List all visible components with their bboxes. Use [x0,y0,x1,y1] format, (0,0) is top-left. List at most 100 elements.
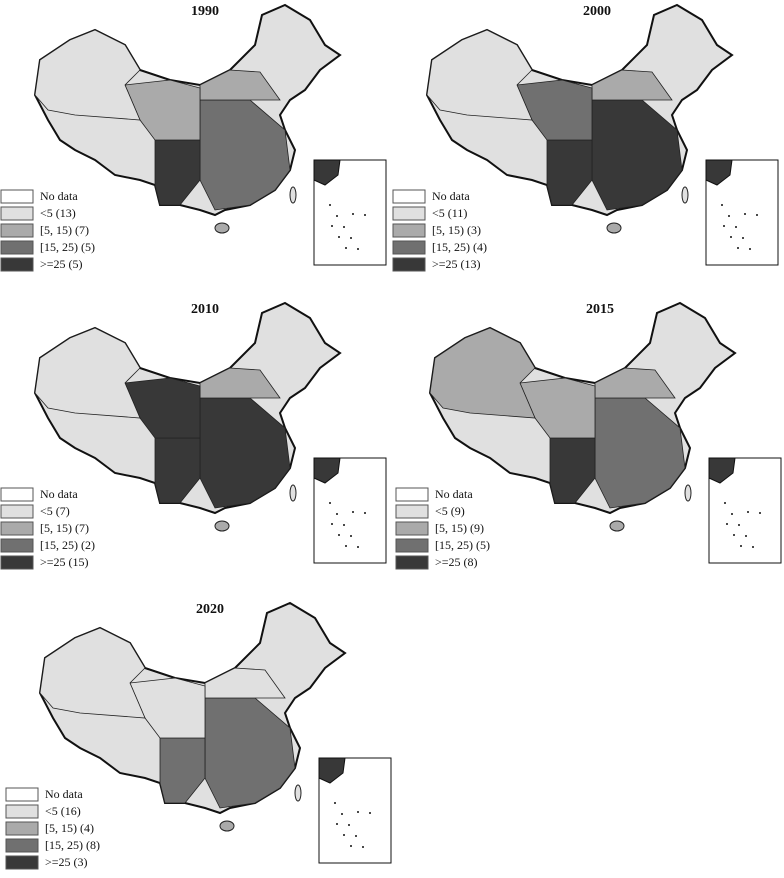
inset-coast [313,457,341,484]
island-dot [329,502,331,504]
legend-label: No data [435,487,473,501]
taiwan [289,186,297,204]
island-dot [730,236,732,238]
hainan [219,820,235,832]
province-group [591,99,683,211]
island-dot [738,524,740,526]
panel-title: 2010 [191,302,219,317]
legend-swatch [392,206,426,221]
hainan [214,222,230,234]
legend-label: >=25 (13) [432,257,481,271]
island-dot [749,248,751,250]
island-dot [338,236,340,238]
panel-title: 1990 [191,4,219,19]
panel-title: 2000 [583,4,611,19]
legend-swatch [0,521,34,536]
island-dot [355,835,357,837]
island-dot [338,534,340,536]
legend-label: >=25 (8) [435,555,478,569]
island-dot [742,237,744,239]
legend-label: >=25 (5) [40,257,83,271]
inset-coast [705,159,733,186]
island-dot [357,248,359,250]
island-dot [352,511,354,513]
island-dot [728,215,730,217]
legend-label: [15, 25) (4) [432,240,487,254]
legend-label: [5, 15) (7) [40,223,89,237]
island-dot [723,225,725,227]
legend-label: <5 (11) [432,206,467,220]
legend-label: [5, 15) (7) [40,521,89,535]
island-dot [350,237,352,239]
inset-coast [708,457,736,484]
legend-swatch [5,838,39,853]
taiwan [684,484,692,502]
legend-swatch [395,487,429,502]
map-panel: 2015 No data <5 (9) [5, 15) (9) [15, 25) (5)… [395,301,782,570]
island-dot [756,214,758,216]
island-dot [737,247,739,249]
legend-swatch [5,787,39,802]
legend-swatch [0,504,34,519]
legend-swatch [0,257,34,272]
island-dot [334,802,336,804]
island-dot [747,511,749,513]
island-dot [348,824,350,826]
island-dot [343,524,345,526]
province-group [594,397,686,509]
island-dot [724,502,726,504]
island-dot [345,545,347,547]
island-dot [357,811,359,813]
legend-swatch [395,555,429,570]
hainan [606,222,622,234]
map-panel: 2020 No data <5 (16) [5, 15) (4) [15, 25) (8… [5,601,392,870]
legend-swatch [5,804,39,819]
legend-swatch [0,555,34,570]
legend-swatch [0,189,34,204]
taiwan [289,484,297,502]
island-dot [752,546,754,548]
legend-swatch [392,223,426,238]
island-dot [329,204,331,206]
legend-label: No data [45,787,83,801]
province-group [199,397,291,509]
legend-label: [15, 25) (5) [40,240,95,254]
legend-label: [5, 15) (3) [432,223,481,237]
island-dot [735,226,737,228]
island-dot [336,215,338,217]
legend-label: <5 (16) [45,804,81,818]
island-dot [726,523,728,525]
legend-swatch [0,223,34,238]
hainan [214,520,230,532]
island-dot [357,546,359,548]
legend-label: No data [40,487,78,501]
legend-label: [15, 25) (8) [45,838,100,852]
legend-label: >=25 (15) [40,555,89,569]
island-dot [343,834,345,836]
island-dot [369,812,371,814]
inset-coast [313,159,341,186]
legend-label: <5 (9) [435,504,465,518]
island-dot [721,204,723,206]
province-group [39,627,146,719]
legend-swatch [0,538,34,553]
legend-swatch [395,521,429,536]
island-dot [350,845,352,847]
province-group [34,327,141,419]
taiwan [681,186,689,204]
inset-coast [318,757,346,784]
island-dot [331,225,333,227]
legend-label: <5 (13) [40,206,76,220]
legend-swatch [0,487,34,502]
province-group [34,29,141,121]
island-dot [740,545,742,547]
map-panel: 1990 No data <5 (13) [5, 15) (7) [15, 25) (5… [0,3,387,272]
map-panel: 2000 No data <5 (11) [5, 15) (3) [15, 25) (4… [392,3,779,272]
legend-label: [5, 15) (4) [45,821,94,835]
legend-swatch [395,504,429,519]
island-dot [336,823,338,825]
legend-swatch [392,240,426,255]
island-dot [731,513,733,515]
province-group [426,29,533,121]
